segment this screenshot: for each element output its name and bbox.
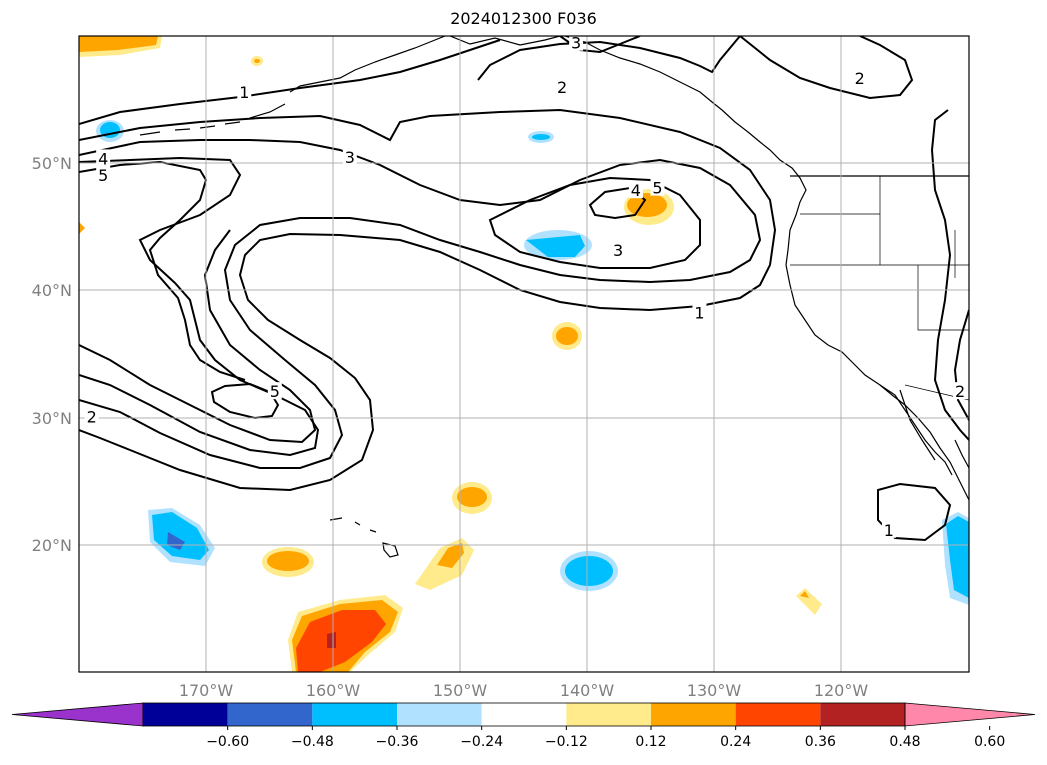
contour-label: 3 (613, 241, 623, 260)
colorbar-extend-high (904, 702, 1036, 727)
map-frame (78, 35, 970, 673)
colorbar-ticks: −0.60 −0.48 −0.36 −0.24 −0.12 0.12 0.24 0.36 0.4… (206, 726, 1005, 750)
lat-label-30: 30°N (32, 409, 72, 428)
state-lines (790, 176, 969, 401)
contour-label-bg (237, 83, 252, 101)
contour-5-low (210, 382, 280, 420)
colorbar-extend-low (11, 702, 144, 727)
colorbar-tick-label: 0.60 (974, 734, 1005, 750)
contour-label-bg (84, 407, 99, 425)
contour-label: 2 (557, 78, 567, 97)
lat-axis: 20°N 30°N 40°N 50°N (32, 154, 72, 555)
colorbar-segment (143, 703, 228, 726)
contour-label-bg (569, 33, 584, 51)
colorbar-segment (481, 703, 567, 726)
contour-label: 2 (855, 69, 865, 88)
colorbar-tick-label: −0.48 (291, 734, 334, 750)
contour-5-high (588, 186, 647, 220)
colorbar-tick-label: −0.12 (545, 734, 588, 750)
contour-2-east (953, 309, 969, 421)
aleutians (139, 103, 286, 136)
map-title: 2024012300 F036 (450, 9, 597, 28)
lon-label-140w: 140°W (560, 681, 615, 700)
colorbar-segment (312, 703, 397, 726)
lat-label-20: 20°N (32, 536, 72, 555)
lon-axis: 170°W 160°W 150°W 140°W 130°W 120°W (179, 681, 869, 700)
contour-label-bg (692, 303, 707, 321)
shade-yellow-123w (796, 588, 822, 615)
colorbar-segment (227, 703, 313, 726)
contour-layer (79, 36, 969, 542)
colorbar (11, 702, 1036, 727)
colorbar-tick-label: −0.36 (376, 734, 419, 750)
contour-2-ne (739, 36, 914, 100)
lon-label-130w: 130°W (687, 681, 742, 700)
colorbar-tick-label: −0.60 (206, 734, 249, 750)
contour-label-bg (555, 78, 570, 96)
contour-label: 1 (884, 521, 894, 540)
lon-label-170w: 170°W (179, 681, 234, 700)
colorbar-segment (735, 703, 821, 726)
contour-inner-4 (79, 229, 317, 444)
contour-label: 4 (631, 181, 641, 200)
contour-label: 4 (98, 149, 108, 168)
contour-inner-3 (79, 156, 320, 457)
lon-label-120w: 120°W (814, 681, 869, 700)
contour-label-bg (852, 69, 867, 87)
contour-label-bg (881, 520, 896, 538)
contour-label-bg (267, 382, 282, 400)
contour-label-bg (628, 181, 643, 199)
contour-label-bg (96, 165, 111, 183)
contour-label-bg (953, 382, 968, 400)
colorbar-tick-label: −0.24 (460, 734, 503, 750)
contour-label: 1 (694, 303, 704, 322)
lon-label-150w: 150°W (433, 681, 488, 700)
contour-label: 5 (652, 179, 662, 198)
colorbar-tick-label: 0.24 (720, 734, 751, 750)
contour-inner-5 (79, 160, 246, 381)
contour-1-north (79, 39, 501, 125)
mexico-coast (954, 439, 969, 469)
colorbar-segment (820, 703, 905, 726)
contour-4-high (488, 176, 701, 269)
lon-label-160w: 160°W (306, 681, 361, 700)
gridlines (79, 36, 969, 672)
colorbar-segment (651, 703, 736, 726)
baja-coast (879, 384, 953, 476)
us-west-coast (785, 264, 969, 501)
colorbar-tick-label: 0.12 (635, 734, 666, 750)
contour-label: 2 (87, 408, 97, 427)
contour-label-bg (96, 149, 111, 167)
contour-inner-1 (79, 108, 777, 492)
contour-label: 5 (98, 166, 108, 185)
colorbar-frame (142, 702, 906, 727)
hawaii-islands (329, 517, 399, 558)
colorbar-tick-label: 0.48 (889, 734, 920, 750)
contour-label: 1 (239, 83, 249, 102)
contour-1-east (930, 109, 969, 441)
contour-label: 3 (571, 34, 581, 53)
contour-2-north (477, 36, 741, 81)
contour-label: 2 (955, 382, 965, 401)
alaska-coast (289, 36, 807, 266)
colorbar-segment (397, 703, 482, 726)
colorbar-tick-label: 0.36 (805, 734, 836, 750)
contour-label: 5 (270, 382, 280, 401)
colorbar-segment (566, 703, 651, 726)
coastline-layer (139, 36, 969, 558)
contour-label: 3 (345, 148, 355, 167)
contour-label-bg (611, 240, 626, 258)
contour-inner-2 (79, 139, 762, 469)
contour-label-bg (650, 178, 665, 196)
lat-label-50: 50°N (32, 154, 72, 173)
shade-nw-orange (79, 36, 158, 52)
shading-layer (79, 36, 969, 672)
lat-label-40: 40°N (32, 281, 72, 300)
contour-label-bg (342, 148, 357, 166)
